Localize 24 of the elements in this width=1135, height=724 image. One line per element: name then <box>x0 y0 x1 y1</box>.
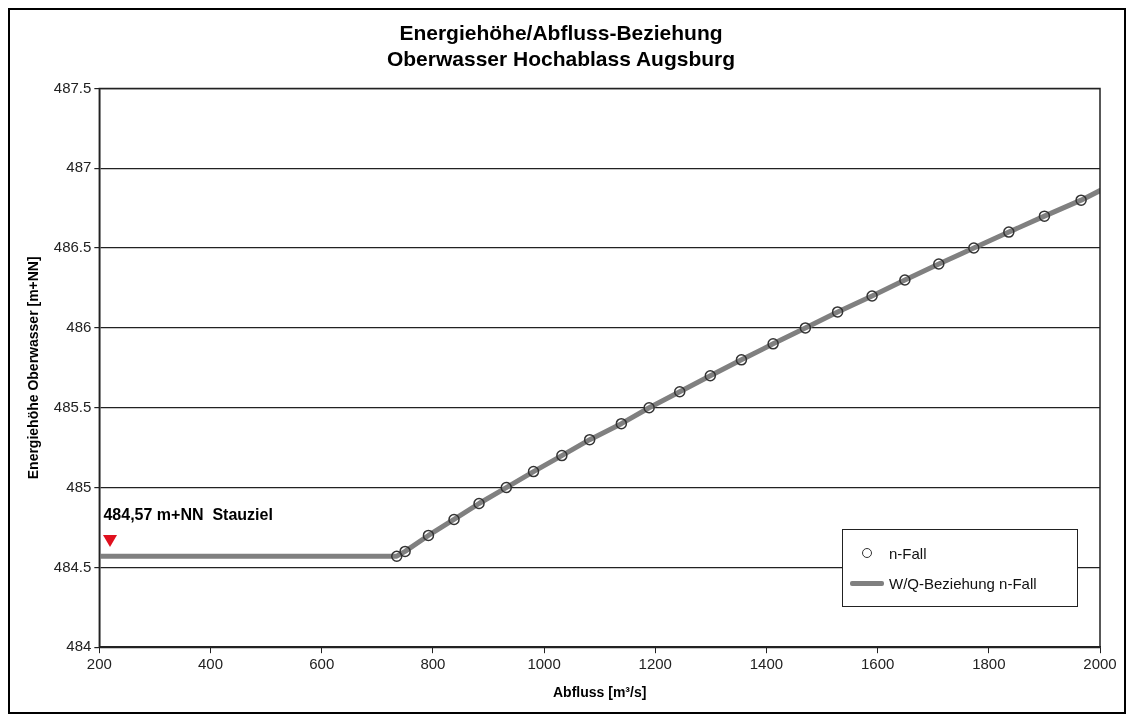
annotation: 484,57 m+NN Stauziel <box>103 506 273 524</box>
y-tick-label: 486 <box>66 318 92 336</box>
y-axis-title: Energiehöhe Oberwasser [m+NN] <box>25 256 42 480</box>
x-tick-label: 200 <box>86 655 112 673</box>
legend-label: n-Fall <box>889 544 927 562</box>
y-tick-label: 487.5 <box>53 78 92 96</box>
y-tick-label: 487 <box>66 158 92 176</box>
legend-label: W/Q-Beziehung n-Fall <box>889 574 1037 592</box>
y-tick-label: 484.5 <box>53 557 92 575</box>
y-tick-label: 485 <box>66 477 92 495</box>
chart-title: Energiehöhe/Abfluss-Beziehung Oberwasser Hochablass Augsburg <box>386 21 736 70</box>
y-tick-label: 485.5 <box>53 397 92 415</box>
x-tick-label: 400 <box>198 655 224 673</box>
x-tick-label: 1000 <box>527 655 561 673</box>
x-tick-label: 1200 <box>638 655 672 673</box>
x-axis-title: Abfluss [m³/s] <box>553 684 647 701</box>
x-tick-label: 600 <box>309 655 335 673</box>
x-tick-label: 1400 <box>749 655 784 673</box>
y-tick-label: 486.5 <box>53 238 92 256</box>
x-tick-label: 800 <box>420 655 446 673</box>
y-tick-label: 484 <box>66 637 92 655</box>
x-tick-label: 2000 <box>1083 655 1117 673</box>
x-tick-label: 1600 <box>860 655 895 673</box>
x-tick-label: 1800 <box>972 655 1006 673</box>
